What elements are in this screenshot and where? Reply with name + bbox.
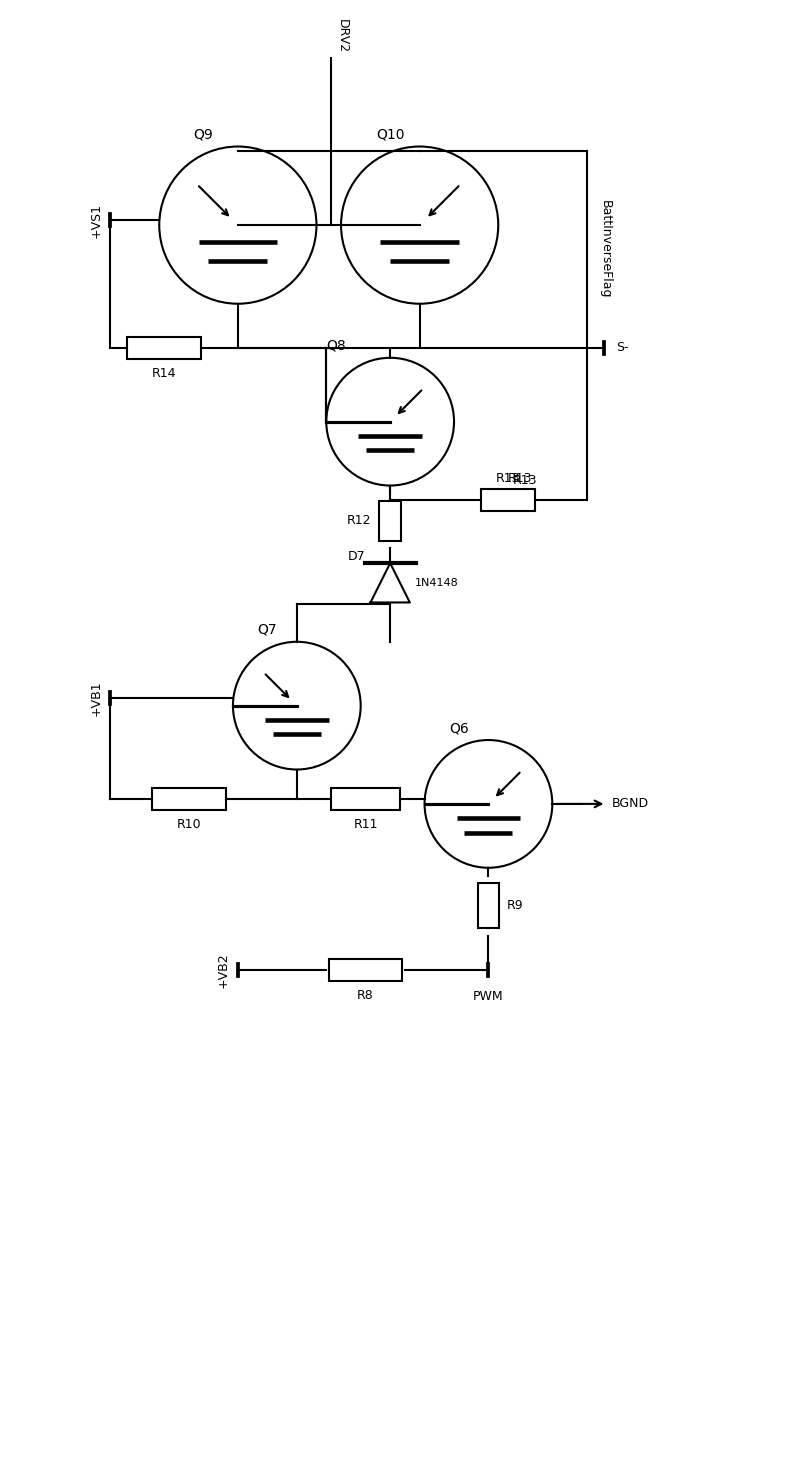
Text: R9: R9 (507, 899, 524, 912)
Text: R10: R10 (177, 818, 201, 831)
Text: R13: R13 (513, 473, 538, 486)
Text: R11: R11 (354, 818, 378, 831)
Text: Q7: Q7 (258, 624, 277, 637)
Bar (379, 501, 401, 541)
Text: R13: R13 (496, 472, 520, 485)
Text: BattInverseFlag: BattInverseFlag (598, 200, 611, 299)
Bar (152, 789, 226, 809)
Text: +VB2: +VB2 (217, 952, 230, 988)
Text: D7: D7 (348, 550, 366, 563)
Bar (481, 489, 535, 511)
Bar (478, 883, 499, 927)
Text: +VB1: +VB1 (90, 680, 102, 715)
Text: Q10: Q10 (376, 128, 405, 142)
Text: PWM: PWM (473, 989, 504, 1002)
Text: Q9: Q9 (194, 128, 214, 142)
Bar (331, 789, 400, 809)
Text: S-: S- (616, 342, 629, 354)
Text: 1N4148: 1N4148 (414, 578, 458, 588)
Text: Q8: Q8 (326, 339, 346, 352)
Text: BGND: BGND (611, 797, 648, 811)
Text: DRV2: DRV2 (336, 19, 349, 53)
Text: R8: R8 (358, 989, 374, 1002)
Text: R14: R14 (152, 367, 177, 380)
Text: Q6: Q6 (449, 721, 469, 736)
Text: R12: R12 (347, 514, 371, 528)
Bar (127, 338, 201, 358)
Bar (329, 960, 402, 980)
Text: R13: R13 (508, 472, 533, 485)
Text: +VS1: +VS1 (90, 203, 102, 237)
